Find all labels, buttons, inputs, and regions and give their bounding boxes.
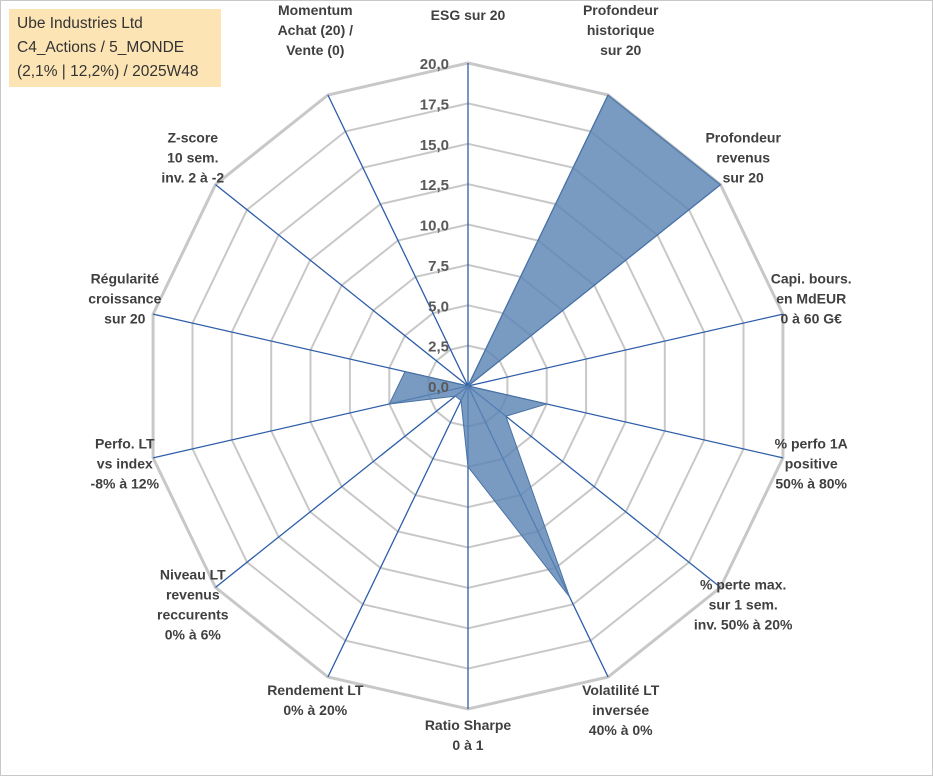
axis-label: revenus <box>716 150 770 166</box>
tick-label: 5,0 <box>428 298 449 315</box>
axis-label: historique <box>587 22 655 38</box>
axis-label: 0 à 1 <box>452 737 483 753</box>
tick-label: 10,0 <box>420 218 449 235</box>
axis-label: sur 20 <box>104 311 145 327</box>
axis-spoke <box>467 313 784 387</box>
info-box: Ube Industries Ltd C4_Actions / 5_MONDE … <box>9 9 221 87</box>
axis-label: % perfo 1A <box>775 435 848 451</box>
axis-label: Profondeur <box>705 130 781 146</box>
axis-label: sur 1 sem. <box>709 597 778 613</box>
axis-label: Ratio Sharpe <box>425 717 512 733</box>
axis-label: positive <box>785 455 838 471</box>
axis-label: sur 20 <box>600 42 641 58</box>
axis-spoke <box>327 385 469 678</box>
axis-label: 40% à 0% <box>589 722 653 738</box>
axis-label: 0% à 6% <box>165 627 222 643</box>
info-category: C4_Actions / 5_MONDE <box>17 39 185 56</box>
axis-label: sur 20 <box>723 170 764 186</box>
tick-label: 12,5 <box>420 177 449 194</box>
axis-label: Régularité <box>91 271 160 287</box>
axis-label: en MdEUR <box>776 291 846 307</box>
tick-label: 0,0 <box>428 379 449 396</box>
axis-label: 10 sem. <box>167 150 218 166</box>
axis-label: Momentum <box>278 2 353 18</box>
axis-label: Volatilité LT <box>582 682 660 698</box>
axis-label: ESG sur 20 <box>431 7 506 23</box>
axis-label: 0% à 20% <box>283 702 347 718</box>
axis-spoke <box>215 385 469 588</box>
axis-label: Note <box>452 0 483 3</box>
axis-label: -8% à 12% <box>91 475 160 491</box>
axis-label: Achat (20) / <box>278 22 354 38</box>
series-polygon <box>388 94 722 598</box>
axis-label: Rendement LT <box>267 682 364 698</box>
axis-label: inv. 50% à 20% <box>694 617 793 633</box>
axis-label: Vente (0) <box>286 42 344 58</box>
axis-spoke <box>327 94 469 387</box>
axis-spoke <box>467 385 721 588</box>
axis-label: Perfo. LT <box>95 435 155 451</box>
axis-label: 50% à 80% <box>775 475 847 491</box>
axis-label: Profondeur <box>583 2 659 18</box>
tick-label: 17,5 <box>420 96 449 113</box>
axis-label: vs index <box>97 455 153 471</box>
axis-label: inv. 2 à -2 <box>161 170 224 186</box>
axis-label: 0 à 60 G€ <box>780 311 842 327</box>
axis-label: croissance <box>88 291 161 307</box>
tick-label: 15,0 <box>420 137 449 154</box>
tick-label: 7,5 <box>428 258 449 275</box>
tick-label: 20,0 <box>420 56 449 73</box>
radar-series-area <box>388 94 722 598</box>
radar-tick-labels: 0,0 2,5 5,0 7,5 10,0 12,5 15,0 17,5 20,0 <box>420 56 449 396</box>
info-period: (2,1% | 12,2%) / 2025W48 <box>17 63 199 80</box>
axis-label: inversée <box>592 702 649 718</box>
tick-label: 2,5 <box>428 339 449 356</box>
axis-label: % perte max. <box>700 577 786 593</box>
axis-label: Niveau LT <box>160 567 226 583</box>
axis-spoke <box>215 184 469 387</box>
axis-label: reccurents <box>157 607 229 623</box>
axis-label: revenus <box>166 587 220 603</box>
radar-axis-labels: Note ESG sur 20 Profondeur historique sur 20… <box>88 0 851 753</box>
axis-label: Z-score <box>168 130 219 146</box>
info-company-name: Ube Industries Ltd <box>17 15 143 32</box>
axis-label: Capi. bours. <box>771 271 852 287</box>
